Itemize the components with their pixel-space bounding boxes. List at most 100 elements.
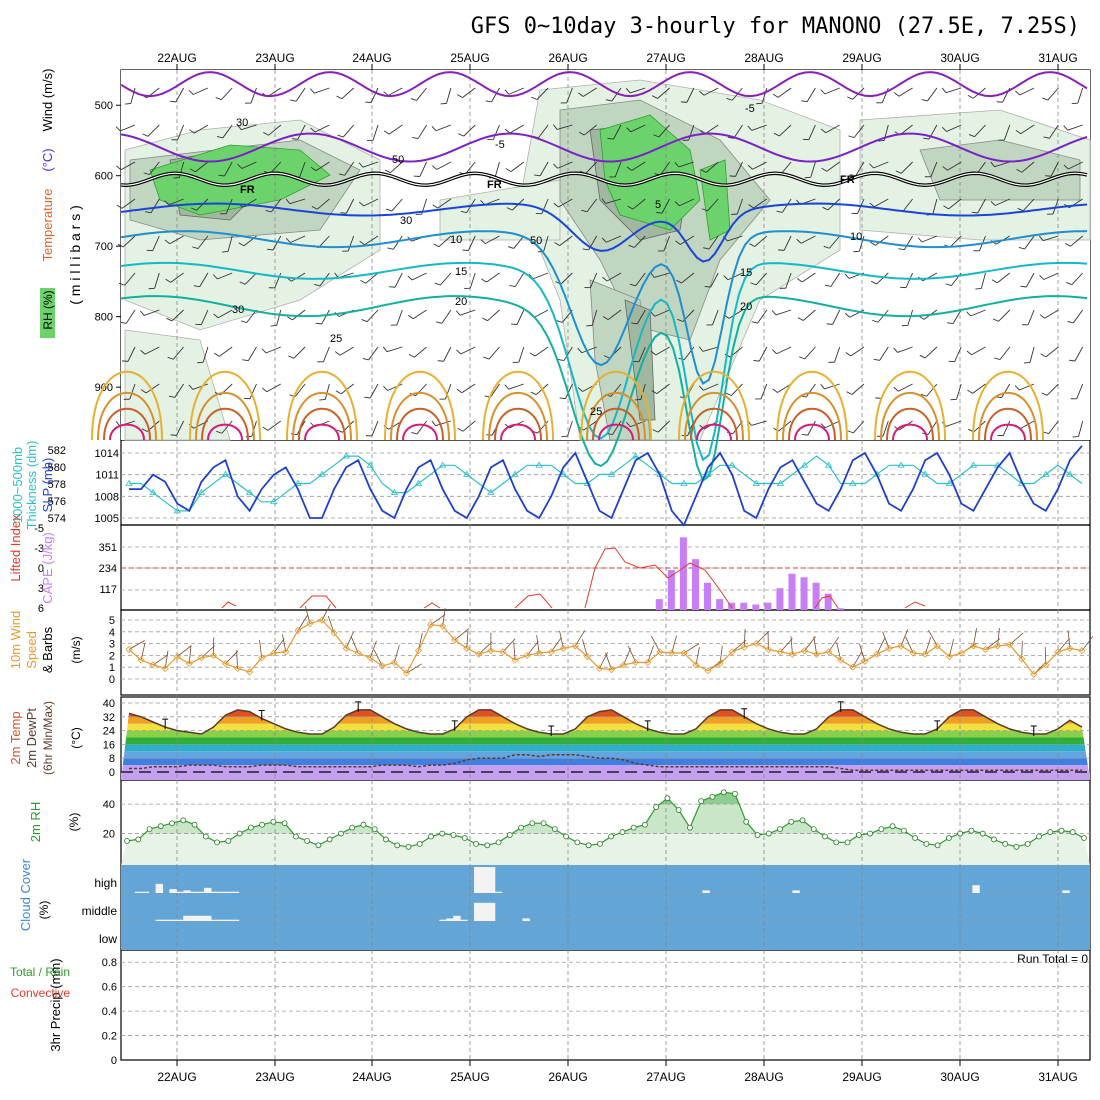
wind-barb-flag — [602, 276, 608, 282]
wind-barb — [227, 235, 233, 252]
thickness-ytick: 580 — [48, 462, 66, 474]
thickness-marker — [559, 470, 567, 477]
wind-speed-marker — [692, 661, 700, 669]
temp-band — [121, 737, 1090, 745]
wind-barb — [1052, 198, 1059, 215]
wind-barb-flag — [869, 163, 874, 169]
wind-barb-flag — [870, 241, 876, 246]
wind-barb-flag — [120, 321, 127, 324]
rh-contour-label: 50 — [530, 235, 542, 247]
wind-barb-flag — [747, 164, 753, 170]
wind-barb — [1046, 383, 1059, 396]
wind-barb — [567, 420, 573, 437]
rh-marker — [236, 830, 243, 837]
wind-barb-flag — [263, 132, 269, 136]
thickness-marker — [921, 470, 929, 477]
wind-barb — [149, 161, 160, 175]
wind-barb-flag — [410, 98, 417, 101]
wind-barb-flag — [340, 212, 347, 214]
wind-barb — [733, 124, 743, 139]
precip-total-label: Total / Rain — [10, 965, 70, 979]
wind-barb-flag — [586, 324, 593, 327]
wind-barb — [574, 630, 585, 647]
wind-barb-flag — [820, 423, 826, 429]
wind-ylabel-units: (m/s) — [69, 636, 83, 663]
wind-speed-marker — [390, 658, 398, 667]
wind-barb-flag — [411, 431, 418, 435]
wind-barb-flag — [534, 174, 541, 177]
cloud-bar — [439, 919, 447, 921]
thickness-marker — [438, 461, 447, 468]
wind-barb — [660, 161, 670, 176]
temp-minmax-bar — [644, 720, 651, 731]
wind-barb — [853, 124, 865, 138]
wind-barb — [650, 635, 661, 653]
wind-barb-flag — [116, 204, 123, 209]
wind-barb — [225, 198, 233, 215]
wind-barb-flag — [140, 389, 147, 394]
wind-barb-flag — [222, 251, 229, 253]
wind-barb — [851, 383, 865, 395]
wind-barb-flag — [384, 169, 391, 174]
rh-marker — [529, 820, 536, 827]
rh-marker — [540, 820, 547, 827]
rh-marker — [214, 839, 220, 846]
wind-barb — [972, 383, 986, 394]
freezing-label: FR — [840, 174, 855, 186]
temp-ylabel: 2m Temp — [8, 711, 23, 764]
upper-ylabel: RH (%) Temperature (°C) Wind (m/s) ( m i l l… — [40, 69, 83, 338]
wind-barb-flag — [165, 278, 171, 283]
wind-barb — [344, 161, 355, 176]
wind-barb — [810, 161, 816, 178]
wind-barb — [247, 346, 257, 361]
wind-speed-marker — [221, 660, 230, 668]
wind-barb — [947, 161, 962, 171]
wind-barb — [430, 614, 446, 626]
rh-band-mid — [121, 804, 1090, 834]
wind-barb-flag — [966, 350, 972, 356]
wind-barb — [948, 639, 955, 657]
wind-barb-flag — [631, 322, 638, 325]
freezing-label: FR — [240, 184, 255, 196]
wind-barb — [274, 272, 282, 289]
wind-barb — [124, 272, 136, 286]
temp-minmax-bar — [741, 708, 748, 719]
wind-barb-flag — [652, 429, 659, 433]
wind-barb — [291, 272, 306, 282]
wind-barb-flag — [918, 315, 925, 320]
rh-marker — [664, 795, 671, 802]
cloud-bar — [453, 915, 461, 921]
wind-barb-flag — [1063, 164, 1069, 170]
wind-barb — [130, 87, 136, 104]
wind-barb — [441, 309, 452, 324]
wind-barb — [755, 272, 768, 286]
cloud-bar — [1062, 890, 1070, 893]
wind-barb — [201, 645, 216, 659]
wind-barb-flag — [751, 321, 758, 324]
rh-bands — [121, 792, 1090, 865]
upper-ylabel-temperature: Temperature — [40, 189, 55, 262]
wind-barb — [412, 309, 427, 320]
thickness-marker — [728, 461, 736, 468]
wind-barb — [221, 420, 233, 434]
wind-barb-flag — [943, 205, 949, 210]
li-ylabel: Lifted Index — [8, 514, 23, 582]
cloud-bar — [141, 891, 150, 893]
wind-barb — [345, 631, 354, 649]
freezing-label: FR — [487, 179, 502, 191]
thickness-marker — [487, 488, 495, 496]
cloud-bar — [204, 915, 212, 921]
wind-barb-flag — [748, 204, 754, 209]
wind-barb — [536, 87, 549, 100]
wind-barb — [898, 383, 913, 392]
wind-barb-flag — [776, 210, 783, 213]
rh-marker — [225, 838, 232, 844]
wind-barb — [125, 309, 136, 324]
cape-bar — [667, 570, 675, 610]
wind-speed-marker — [716, 660, 724, 668]
wind-barb-flag — [431, 165, 438, 170]
cape-ytick: 234 — [99, 563, 117, 575]
upper-ylabel-wind: Wind (m/s) — [40, 69, 55, 132]
wind-barb — [295, 87, 306, 102]
